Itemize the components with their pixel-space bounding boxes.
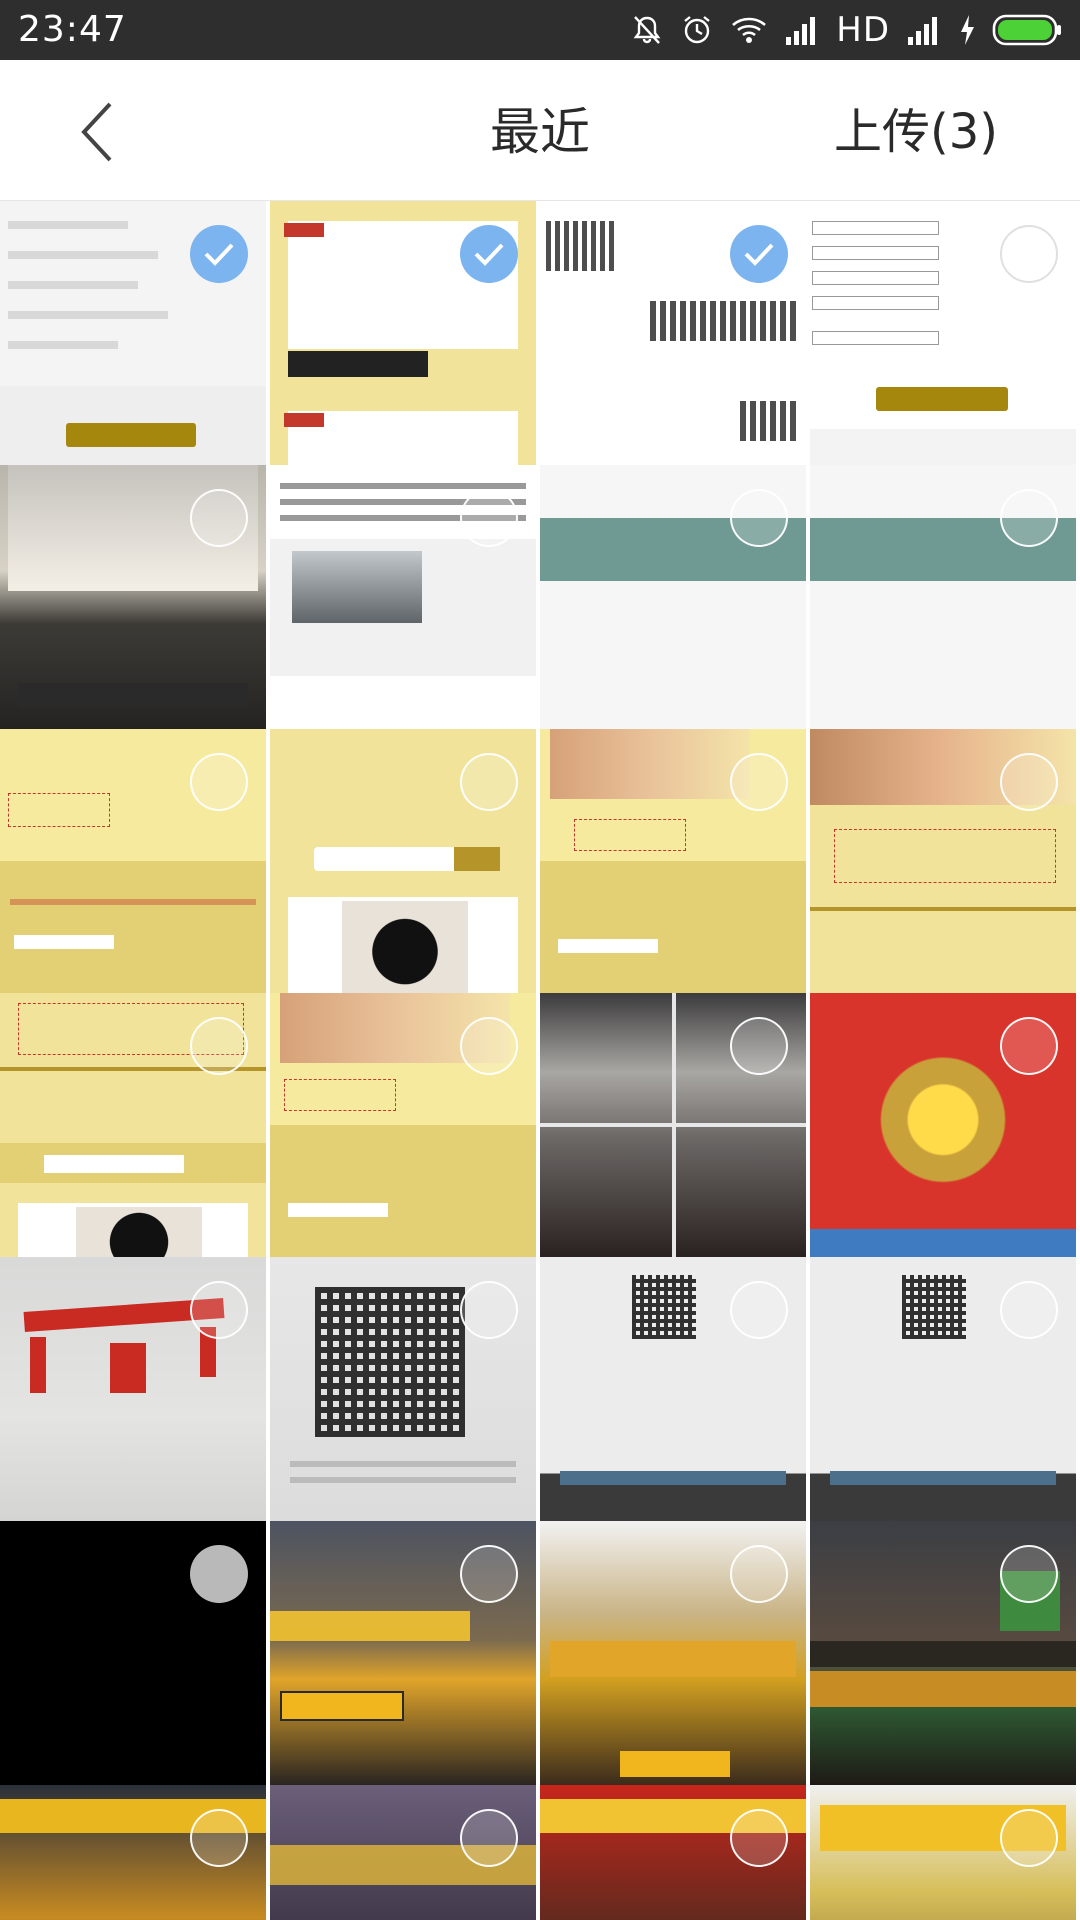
photo-thumbnail[interactable] (270, 729, 536, 993)
select-circle-icon[interactable] (730, 1545, 788, 1603)
select-circle-icon[interactable] (460, 1017, 518, 1075)
photo-thumbnail[interactable] (810, 729, 1076, 993)
select-circle-icon[interactable] (1000, 1281, 1058, 1339)
upload-button[interactable]: 上传(3) (834, 104, 998, 160)
select-circle-icon[interactable] (730, 1809, 788, 1867)
battery-icon (992, 13, 1064, 47)
photo-thumbnail[interactable] (270, 993, 536, 1257)
thumbnail-image (270, 1521, 536, 1785)
chevron-left-icon (81, 102, 112, 162)
select-circle-icon[interactable] (1000, 225, 1058, 283)
photo-thumbnail[interactable] (810, 201, 1076, 465)
select-circle-icon[interactable] (730, 489, 788, 547)
select-circle-icon[interactable] (460, 1545, 518, 1603)
photo-thumbnail[interactable] (0, 729, 266, 993)
select-circle-icon[interactable] (190, 753, 248, 811)
wifi-icon (730, 13, 768, 47)
select-circle-icon[interactable] (190, 1809, 248, 1867)
photo-thumbnail[interactable] (270, 1785, 536, 1920)
photo-thumbnail[interactable] (540, 729, 806, 993)
alarm-icon (680, 13, 714, 47)
status-time: 23:47 (18, 9, 127, 50)
photo-thumbnail[interactable] (0, 993, 266, 1257)
selected-check-icon[interactable] (190, 225, 248, 283)
network-type-label: HD (836, 10, 890, 50)
mute-icon (630, 13, 664, 47)
photo-thumbnail[interactable] (810, 465, 1076, 729)
select-circle-icon[interactable] (460, 753, 518, 811)
charging-icon (958, 13, 976, 47)
thumbnail-image (270, 993, 536, 1257)
photo-thumbnail[interactable] (270, 1257, 536, 1521)
select-circle-icon[interactable] (1000, 753, 1058, 811)
thumbnail-image (0, 993, 266, 1257)
photo-grid (0, 201, 1080, 1920)
photo-thumbnail[interactable] (810, 993, 1076, 1257)
select-circle-icon[interactable] (1000, 1545, 1058, 1603)
signal-icon (906, 13, 942, 47)
signal-icon (784, 13, 820, 47)
photo-thumbnail[interactable] (0, 1521, 266, 1785)
select-circle-icon[interactable] (190, 1017, 248, 1075)
status-icons: HD (630, 8, 1064, 52)
page-title: 最近 (490, 103, 590, 161)
photo-thumbnail[interactable] (0, 465, 266, 729)
select-circle-icon[interactable] (730, 1017, 788, 1075)
photo-thumbnail[interactable] (0, 1785, 266, 1920)
photo-thumbnail[interactable] (270, 465, 536, 729)
photo-thumbnail[interactable] (810, 1257, 1076, 1521)
photo-thumbnail[interactable] (540, 1785, 806, 1920)
photo-thumbnail[interactable] (540, 201, 806, 465)
select-circle-icon[interactable] (460, 1809, 518, 1867)
select-circle-icon[interactable] (1000, 1809, 1058, 1867)
thumbnail-image (270, 1785, 536, 1920)
select-circle-icon[interactable] (730, 753, 788, 811)
select-circle-icon[interactable] (1000, 1017, 1058, 1075)
select-circle-icon[interactable] (460, 489, 518, 547)
photo-thumbnail[interactable] (270, 201, 536, 465)
photo-thumbnail[interactable] (0, 201, 266, 465)
select-circle-icon[interactable] (730, 1281, 788, 1339)
select-circle-icon[interactable] (460, 1281, 518, 1339)
select-circle-icon[interactable] (1000, 489, 1058, 547)
photo-thumbnail[interactable] (0, 1257, 266, 1521)
back-button[interactable] (60, 92, 140, 172)
selected-check-icon[interactable] (730, 225, 788, 283)
photo-thumbnail[interactable] (810, 1521, 1076, 1785)
select-circle-icon[interactable] (190, 1545, 248, 1603)
photo-thumbnail[interactable] (540, 1521, 806, 1785)
photo-thumbnail[interactable] (540, 993, 806, 1257)
photo-thumbnail[interactable] (540, 1257, 806, 1521)
photo-thumbnail[interactable] (270, 1521, 536, 1785)
top-bar: 最近 上传(3) (0, 60, 1080, 201)
selected-check-icon[interactable] (460, 225, 518, 283)
photo-thumbnail[interactable] (540, 465, 806, 729)
status-bar: 23:47 (0, 0, 1080, 60)
select-circle-icon[interactable] (190, 489, 248, 547)
photo-thumbnail[interactable] (810, 1785, 1076, 1920)
select-circle-icon[interactable] (190, 1281, 248, 1339)
